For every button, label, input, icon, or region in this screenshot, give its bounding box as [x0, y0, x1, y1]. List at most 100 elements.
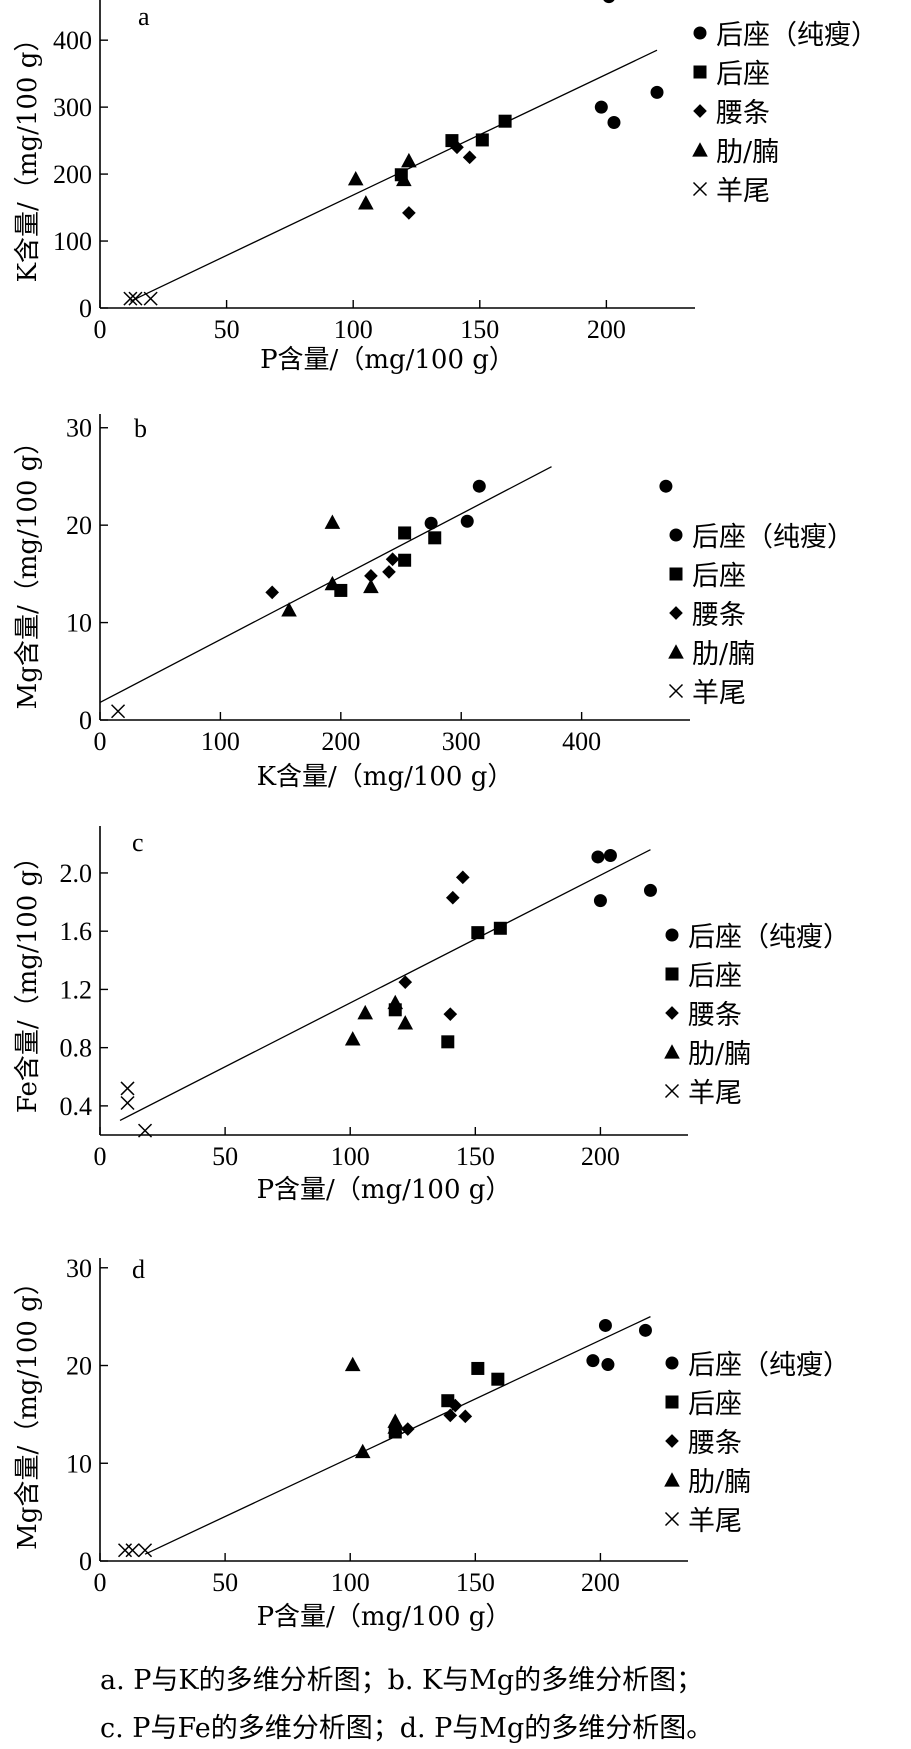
legend-label: 后座	[716, 59, 770, 90]
legend-label: 后座（纯瘦）	[716, 20, 878, 51]
data-point-cross	[117, 1543, 133, 1558]
legend-label: 后座	[688, 1389, 742, 1420]
data-point-diamond	[364, 568, 378, 583]
legend-label: 肋/腩	[716, 137, 779, 168]
legend-marker-circle	[665, 1356, 679, 1370]
data-point-diamond	[443, 1408, 458, 1423]
y-tick-label: 1.6	[60, 917, 93, 946]
data-point-triangle	[354, 1443, 371, 1459]
data-point-circle	[650, 85, 664, 99]
series-square	[388, 1361, 505, 1439]
x-tick-label: 50	[212, 1142, 238, 1171]
series-cross	[120, 1081, 153, 1138]
legend-marker-square	[693, 65, 707, 79]
x-axis-label: P含量/（mg/100 g）	[260, 345, 515, 375]
data-point-diamond	[265, 585, 280, 600]
legend-label: 羊尾	[692, 678, 746, 709]
legend-label: 腰条	[688, 1428, 742, 1459]
regression-line	[130, 49, 658, 302]
y-tick-label: 20	[66, 511, 92, 540]
legend-label: 后座	[688, 961, 742, 992]
data-point-diamond	[462, 150, 477, 165]
data-point-diamond	[448, 1398, 463, 1413]
legend-marker-cross	[668, 683, 684, 699]
x-tick-label: 100	[201, 727, 240, 756]
caption-line-1: a. P与K的多维分析图；b. K与Mg的多维分析图；	[100, 1665, 704, 1696]
legend-label: 羊尾	[688, 1078, 742, 1109]
series-circle	[591, 848, 657, 908]
legend-label: 肋/腩	[692, 639, 755, 670]
data-point-cross	[128, 291, 143, 306]
legend-marker-diamond	[669, 606, 683, 620]
data-point-diamond	[450, 140, 464, 155]
x-tick-label: 50	[214, 315, 240, 344]
series-square	[334, 526, 442, 597]
legend-label: 腰条	[692, 600, 746, 631]
legend-label: 肋/腩	[688, 1467, 751, 1498]
data-point-cross	[123, 291, 138, 306]
series-triangle	[344, 994, 414, 1046]
x-tick-label: 0	[94, 315, 107, 344]
legend-marker-diamond	[665, 1006, 679, 1020]
data-point-diamond	[458, 1409, 473, 1424]
data-point-triangle	[281, 602, 297, 617]
x-tick-label: 300	[442, 727, 481, 756]
legend-marker-square	[669, 567, 683, 581]
data-point-triangle	[396, 171, 412, 187]
data-point-triangle	[397, 1015, 414, 1030]
legend-marker-diamond	[693, 104, 707, 118]
data-point-triangle	[358, 195, 374, 210]
y-tick-label: 1.2	[60, 975, 93, 1004]
data-point-triangle	[401, 152, 417, 168]
y-tick-label: 0.4	[60, 1092, 93, 1121]
x-tick-label: 200	[321, 727, 360, 756]
data-point-square	[498, 114, 512, 128]
panel-letter: c	[132, 828, 144, 857]
data-point-circle	[472, 479, 486, 493]
series-cross	[117, 1543, 153, 1558]
data-point-circle	[603, 848, 617, 862]
x-tick-label: 150	[456, 1568, 495, 1597]
data-point-circle	[607, 116, 621, 130]
panel-letter: a	[138, 2, 150, 31]
legend-label: 后座（纯瘦）	[688, 922, 850, 953]
legend-marker-cross	[692, 181, 708, 197]
data-point-square	[441, 1035, 455, 1049]
data-point-triangle	[324, 514, 341, 529]
data-point-cross	[143, 291, 158, 306]
legend-marker-triangle	[668, 644, 684, 659]
data-point-circle	[460, 514, 474, 528]
y-axis-label: Mg含量/（mg/100 g）	[13, 1269, 43, 1550]
y-tick-label: 10	[66, 1449, 92, 1478]
x-axis-label: P含量/（mg/100 g）	[257, 1175, 512, 1205]
legend-label: 后座	[692, 561, 746, 592]
legend-marker-triangle	[664, 1044, 680, 1059]
panel-letter: b	[134, 414, 147, 443]
y-tick-label: 0	[79, 1547, 92, 1576]
data-point-circle	[594, 100, 608, 114]
data-point-diamond	[402, 206, 416, 220]
data-point-triangle	[363, 578, 379, 594]
legend-marker-circle	[693, 26, 707, 40]
legend-marker-cross	[664, 1083, 680, 1099]
data-point-circle	[638, 1323, 652, 1337]
data-point-diamond	[445, 890, 460, 905]
x-tick-label: 200	[581, 1142, 620, 1171]
regression-line	[119, 849, 651, 1122]
data-point-cross	[120, 1081, 135, 1096]
data-point-triangle	[357, 1004, 374, 1020]
panel-a: 0 50 100 150 200 0 100 200 300 400 P含量/（mg/100 g） K…	[13, 0, 878, 375]
y-tick-label: 20	[66, 1352, 92, 1381]
legend-marker-triangle	[664, 1472, 680, 1487]
x-tick-label: 0	[94, 1568, 107, 1597]
series-cross	[123, 291, 158, 306]
y-tick-label: 0	[79, 294, 92, 323]
data-point-triangle	[387, 1419, 404, 1434]
data-point-square	[493, 921, 507, 935]
x-tick-label: 200	[581, 1568, 620, 1597]
legend-marker-diamond	[665, 1434, 679, 1448]
panel-b: 0 100 200 300 400 0 10 20 30 K含量/（mg/100 g） Mg含量/（…	[13, 414, 854, 792]
legend-label: 肋/腩	[688, 1039, 751, 1070]
series-circle	[424, 479, 673, 530]
